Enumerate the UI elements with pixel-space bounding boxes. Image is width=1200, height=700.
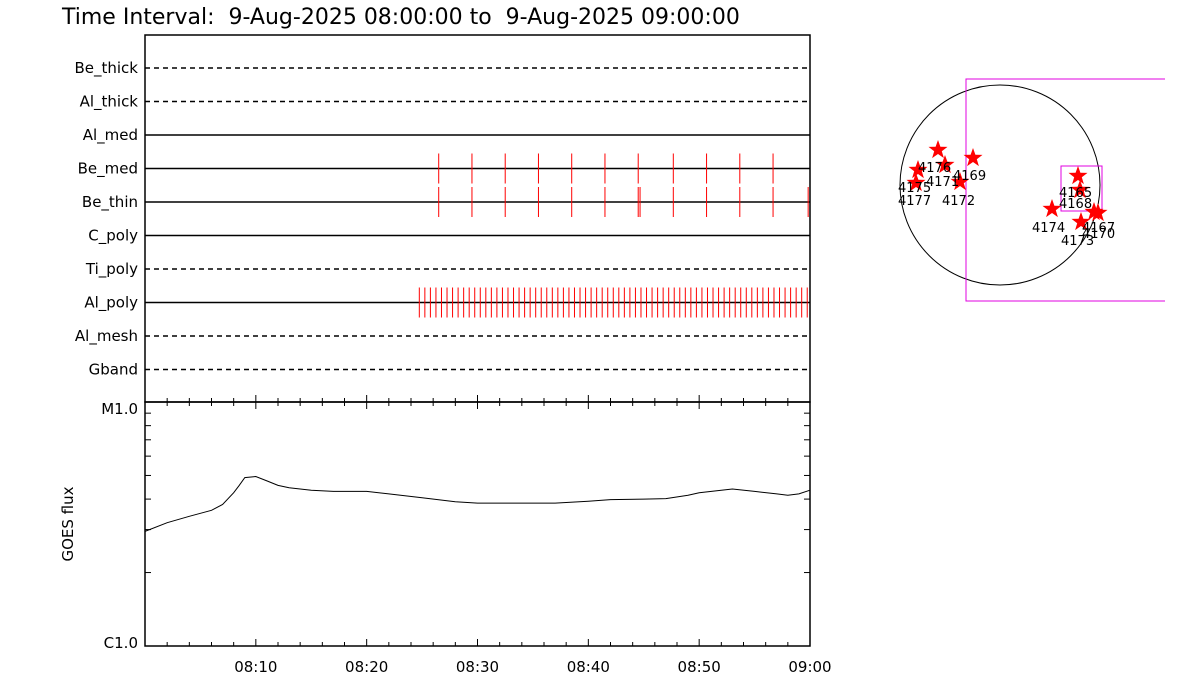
region-star-icon [1084, 202, 1104, 221]
filter-rows: Be_thick Al_thick Al_med Be_med Be_thin C_pol… [74, 59, 810, 379]
region-label: 4167 [1082, 221, 1115, 236]
filter-label-al_med: Al_med [83, 126, 138, 145]
goes-panel: M1.0 C1.0 GOES flux 08:10 08:20 08:30 08:40… [59, 400, 832, 676]
goes-ticks [144, 412, 811, 646]
region-label: 4171 [926, 175, 959, 190]
region-star-icon [1068, 166, 1088, 185]
sunspot-region-markers [906, 140, 1108, 231]
solar-disk-outline [899, 84, 1101, 286]
x-tick-labels: 08:10 08:20 08:30 08:40 08:50 09:00 [234, 658, 831, 676]
region-label: 4168 [1059, 197, 1092, 212]
region-label: 4175 [898, 181, 931, 196]
region-label: 4172 [942, 194, 975, 209]
y-tick-label-bottom: C1.0 [104, 634, 138, 652]
x-tick-label: 08:40 [567, 658, 610, 676]
region-star-icon [906, 173, 926, 192]
goes-panel-frame [144, 401, 811, 647]
y-tick-label-top: M1.0 [101, 400, 138, 418]
region-star-icon [1071, 212, 1091, 231]
filter-label-ti_poly: Ti_poly [85, 260, 138, 279]
x-tick-label: 09:00 [788, 658, 831, 676]
filter-label-be_med: Be_med [78, 160, 138, 179]
fov-box-small [1060, 165, 1103, 212]
region-star-icon [928, 140, 948, 159]
x-tick-label: 08:50 [678, 658, 721, 676]
region-label: 4165 [1059, 186, 1092, 201]
filter-label-be_thin: Be_thin [82, 193, 138, 212]
region-label: 4170 [1082, 227, 1115, 242]
region-star-icon [935, 155, 955, 174]
region-label: 4173 [1061, 234, 1094, 249]
region-label: 4169 [953, 169, 986, 184]
x-tick-label: 08:20 [345, 658, 388, 676]
region-label: 4177 [898, 194, 931, 209]
region-star-icon [963, 148, 983, 167]
filter-label-c_poly: C_poly [88, 227, 138, 246]
filter-label-al_thick: Al_thick [80, 93, 139, 112]
region-label: 4176 [918, 161, 951, 176]
fov-box-large [965, 78, 1165, 302]
filter-label-al_mesh: Al_mesh [75, 327, 138, 346]
y-axis-label: GOES flux [59, 486, 77, 561]
filter-label-be_thick: Be_thick [74, 59, 138, 78]
x-tick-label: 08:30 [456, 658, 499, 676]
region-star-icon [1070, 180, 1090, 199]
region-star-icon [950, 172, 970, 191]
filter-panel-frame [144, 34, 811, 403]
region-label: 4174 [1032, 221, 1065, 236]
chart-title: Time Interval: 9-Aug-2025 08:00:00 to 9-… [61, 5, 740, 30]
region-star-icon [908, 160, 928, 179]
x-tick-label: 08:10 [234, 658, 277, 676]
filter-label-al_poly: Al_poly [84, 294, 138, 313]
filter-panel: Be_thick Al_thick Al_med Be_med Be_thin C_pol… [74, 34, 811, 409]
region-star-icon [1042, 199, 1062, 218]
filter-label-gband: Gband [89, 361, 138, 379]
goes-flux-line [144, 475, 811, 532]
